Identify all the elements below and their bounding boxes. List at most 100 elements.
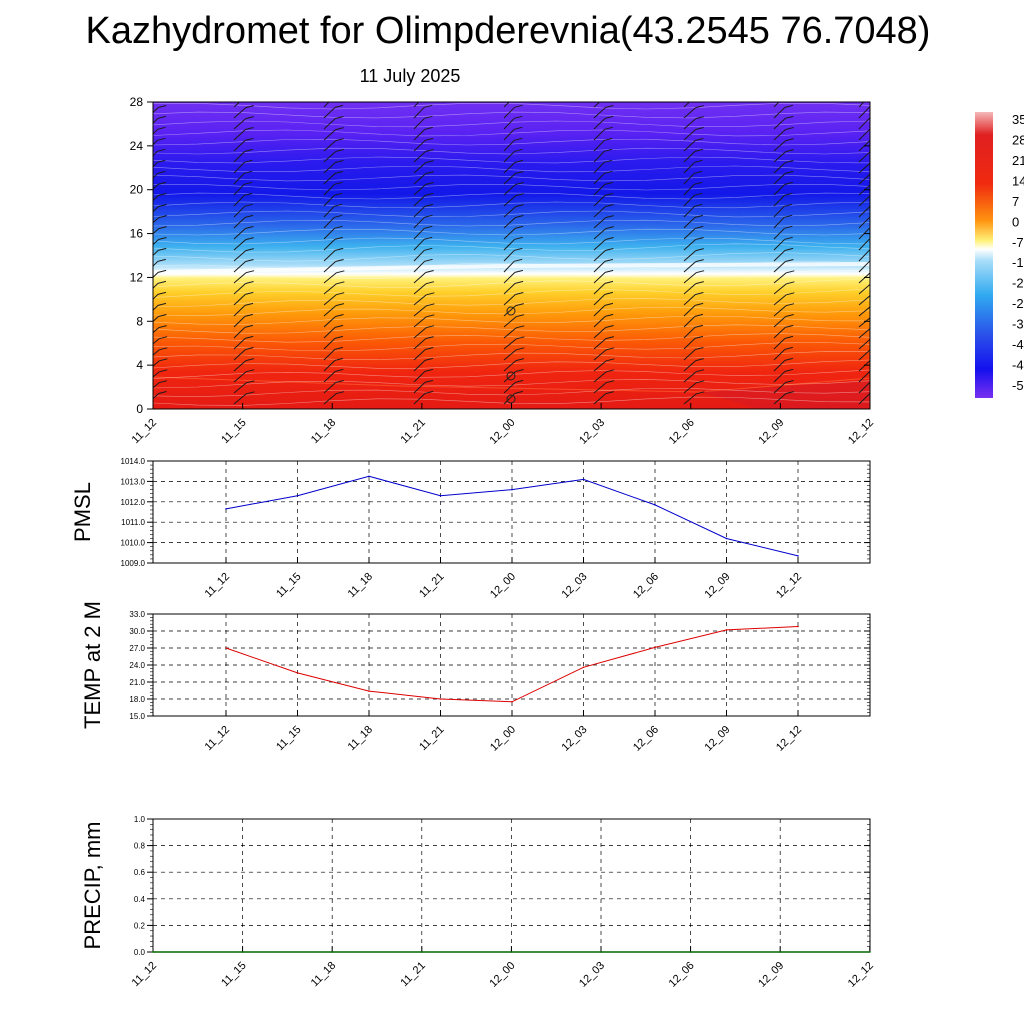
y-tick-label: 0.0: [134, 948, 146, 957]
chart-title: Kazhydromet for Olimpderevnia(43.2545 76…: [85, 10, 931, 52]
heatmap-x-tick-label: 12_06: [667, 417, 697, 447]
x-tick-label: 12_09: [703, 571, 733, 601]
heatmap-x-tick-label: 12_12: [846, 417, 876, 447]
y-axis-label: PMSL: [70, 482, 95, 542]
colorbar-label: 0: [1012, 214, 1019, 229]
y-tick-label: 0.8: [134, 842, 146, 851]
colorbar-label: 21: [1012, 153, 1024, 168]
heatmap-y-tick-label: 16: [130, 227, 144, 241]
temperature-cross-section: 0 4 8 12 16 20 24 28 11_12 11_15 11_18 11_21 12_00 1…: [130, 95, 877, 447]
data-point: [368, 475, 370, 478]
x-tick-label: 11_15: [274, 571, 304, 601]
x-tick-label: 11_15: [219, 960, 249, 990]
x-tick-label: 11_15: [274, 724, 304, 754]
data-point: [439, 698, 442, 700]
colorbar-label: -1: [1012, 255, 1024, 270]
y-tick-label: 21.0: [129, 678, 145, 687]
x-tick-label: 12_09: [703, 724, 733, 754]
y-tick-label: 1009.0: [121, 559, 146, 568]
data-point: [510, 951, 513, 953]
x-tick-label: 12_06: [667, 960, 697, 990]
x-tick-label: 11_21: [417, 724, 447, 754]
data-point: [654, 504, 656, 506]
y-tick-label: 0.4: [134, 895, 146, 904]
colorbar-label: -7: [1012, 235, 1024, 250]
heatmap-y-tick-label: 4: [136, 358, 143, 372]
data-point: [582, 478, 585, 481]
colorbar-label: -2: [1012, 276, 1024, 291]
colorbar-label: 35: [1012, 112, 1024, 127]
x-tick-label: 12_03: [560, 724, 590, 754]
x-tick-label: 12_06: [631, 571, 661, 601]
y-tick-label: 30.0: [129, 627, 145, 636]
temp-panel: 15.0 18.0 21.0 24.0 27.0 30.0 33.0 11_12 11_15 11…: [80, 601, 871, 754]
heatmap-y-tick-label: 20: [130, 183, 144, 197]
y-tick-label: 0.6: [134, 868, 146, 877]
pmsl-panel: 1009.0 1010.0 1011.0 1012.0 1013.0 1014.0 11_1…: [70, 457, 871, 601]
y-tick-label: 24.0: [129, 661, 145, 670]
x-tick-label: 11_12: [203, 724, 233, 754]
data-point: [600, 951, 602, 953]
data-point: [225, 647, 227, 649]
x-tick-label: 12_00: [488, 724, 518, 754]
colorbar-label: -3: [1012, 317, 1024, 332]
x-tick-label: 12_12: [774, 571, 804, 601]
y-tick-label: 27.0: [129, 644, 145, 653]
y-tick-label: 1.0: [134, 815, 146, 824]
x-tick-label: 12_12: [774, 724, 804, 754]
heatmap-x-tick-label: 12_00: [488, 417, 518, 447]
heatmap-x-tick-label: 11_12: [130, 417, 160, 447]
data-point: [152, 951, 154, 953]
heatmap-x-tick-label: 11_15: [219, 417, 249, 447]
y-tick-label: 1014.0: [121, 457, 146, 466]
heatmap-y-tick-label: 28: [130, 95, 144, 109]
data-point: [225, 508, 227, 510]
y-tick-label: 0.2: [134, 921, 146, 930]
heatmap-y-tick-label: 0: [136, 402, 143, 416]
data-point: [439, 494, 442, 497]
x-tick-label: 12_06: [631, 724, 661, 754]
data-point: [689, 951, 692, 953]
y-axis-label: TEMP at 2 M: [80, 601, 105, 729]
data-point: [869, 951, 871, 953]
x-tick-label: 11_18: [346, 571, 376, 601]
data-point: [654, 646, 656, 649]
colorbar-label: 14: [1012, 173, 1024, 188]
x-tick-label: 11_12: [130, 960, 160, 990]
x-tick-label: 11_18: [309, 960, 339, 990]
data-point: [421, 951, 423, 953]
y-tick-label: 15.0: [129, 712, 145, 721]
y-tick-label: 1013.0: [121, 477, 146, 486]
x-tick-label: 12_03: [577, 960, 607, 990]
data-point: [511, 488, 513, 491]
y-tick-label: 18.0: [129, 695, 145, 704]
x-tick-label: 11_12: [203, 571, 233, 601]
colorbar-label: -5: [1012, 378, 1024, 393]
heatmap-y-tick-label: 24: [130, 139, 144, 153]
data-point: [797, 555, 799, 557]
colorbar: 35 28 21 14 7 0 -7 -1 -2 -2 -3 -4 -4 -5: [975, 112, 1024, 398]
heatmap-y-tick-label: 12: [130, 270, 144, 284]
heatmap-x-tick-label: 11_21: [398, 417, 428, 447]
heatmap-x-tick-label: 12_09: [756, 417, 786, 447]
data-point: [331, 951, 334, 953]
x-tick-label: 12_00: [487, 960, 517, 990]
data-point: [582, 666, 585, 669]
y-tick-label: 1012.0: [121, 498, 146, 507]
heatmap-x-tick-label: 12_03: [577, 417, 607, 447]
y-axis-label: PRECIP, mm: [80, 822, 105, 950]
y-tick-label: 33.0: [129, 610, 145, 619]
heatmap-y-tick-label: 8: [136, 314, 143, 328]
x-tick-label: 11_21: [398, 960, 428, 990]
chart-subtitle: 11 July 2025: [359, 66, 461, 86]
x-tick-label: 11_21: [417, 571, 447, 601]
heatmap-x-tick-label: 11_18: [309, 417, 339, 447]
precip-panel: 0.0 0.2 0.4 0.6 0.8 1.0 11_12 11_15 11_18 11_21 12…: [80, 815, 876, 990]
data-point: [368, 690, 370, 692]
colorbar-label: -2: [1012, 296, 1024, 311]
data-point: [779, 951, 781, 953]
colorbar-label: -4: [1012, 337, 1024, 352]
data-point: [797, 625, 799, 628]
colorbar-label: 28: [1012, 132, 1024, 147]
